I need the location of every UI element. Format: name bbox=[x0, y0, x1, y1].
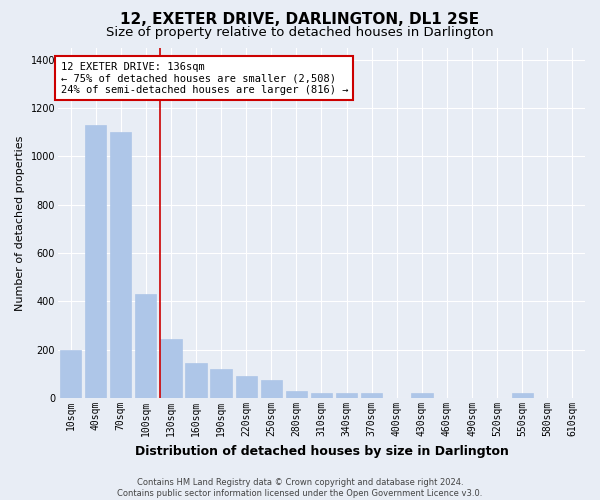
Bar bbox=[361, 393, 382, 398]
Text: Contains HM Land Registry data © Crown copyright and database right 2024.
Contai: Contains HM Land Registry data © Crown c… bbox=[118, 478, 482, 498]
Bar bbox=[512, 393, 533, 398]
Bar bbox=[60, 350, 81, 398]
Text: 12 EXETER DRIVE: 136sqm
← 75% of detached houses are smaller (2,508)
24% of semi: 12 EXETER DRIVE: 136sqm ← 75% of detache… bbox=[61, 62, 348, 94]
Bar bbox=[135, 294, 157, 398]
Bar bbox=[411, 393, 433, 398]
Bar bbox=[236, 376, 257, 398]
Bar bbox=[185, 363, 206, 398]
Y-axis label: Number of detached properties: Number of detached properties bbox=[15, 135, 25, 310]
Bar bbox=[85, 125, 106, 398]
Bar bbox=[336, 393, 357, 398]
X-axis label: Distribution of detached houses by size in Darlington: Distribution of detached houses by size … bbox=[134, 444, 508, 458]
Bar bbox=[260, 380, 282, 398]
Bar bbox=[311, 393, 332, 398]
Bar bbox=[160, 339, 182, 398]
Bar bbox=[286, 391, 307, 398]
Text: Size of property relative to detached houses in Darlington: Size of property relative to detached ho… bbox=[106, 26, 494, 39]
Text: 12, EXETER DRIVE, DARLINGTON, DL1 2SE: 12, EXETER DRIVE, DARLINGTON, DL1 2SE bbox=[121, 12, 479, 28]
Bar bbox=[110, 132, 131, 398]
Bar bbox=[211, 369, 232, 398]
